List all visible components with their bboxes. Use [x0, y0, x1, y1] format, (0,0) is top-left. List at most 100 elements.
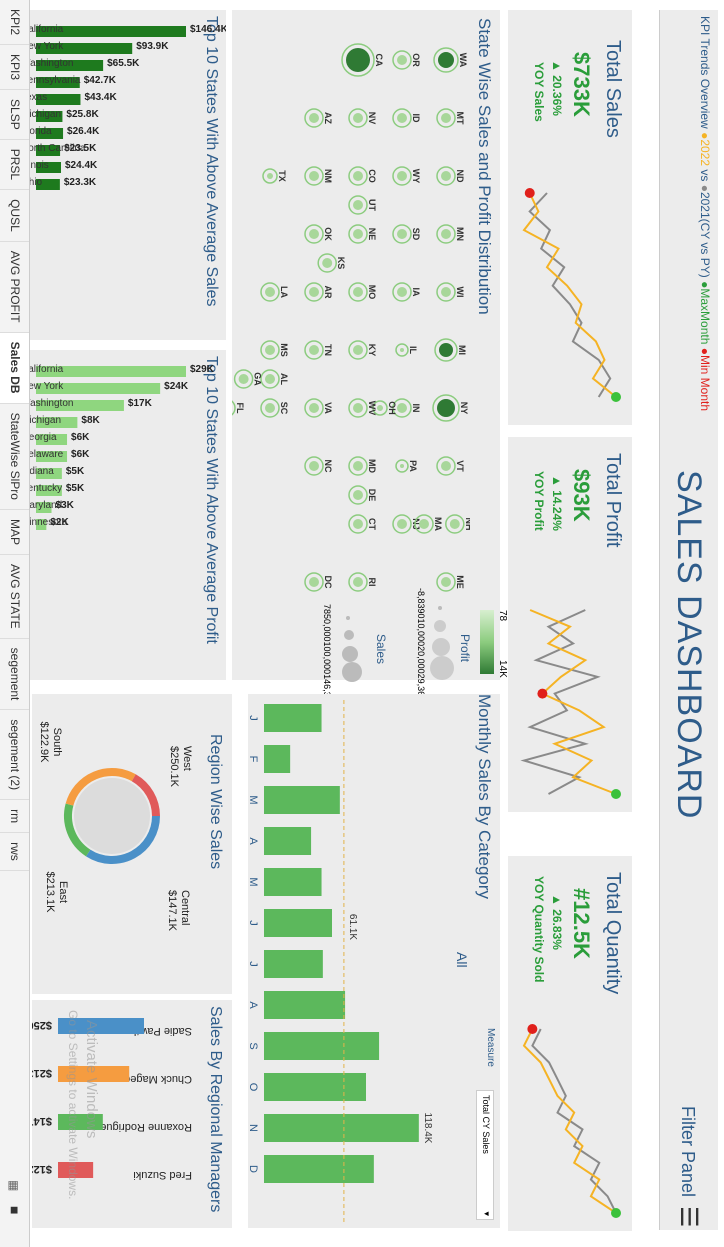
header-bar: KPI Trends Overview ●2022 vs ●2021(CY vs…	[659, 10, 718, 1230]
state-bubble	[441, 113, 451, 123]
state-label: MD	[367, 459, 377, 473]
grid-view-icon[interactable]: ▦	[7, 1180, 21, 1192]
sheet-tab[interactable]: StateWise SlPro	[0, 403, 29, 510]
state-label: CA	[374, 54, 384, 67]
sheet-tab[interactable]: KPI3	[0, 45, 29, 91]
state-label: ID	[411, 114, 421, 124]
state-bubble-ring	[395, 343, 409, 357]
sheet-tab[interactable]: rws	[0, 833, 29, 871]
state-label: FL	[235, 403, 245, 414]
state-label: CO	[367, 169, 377, 183]
month-tick-label: D	[248, 1165, 259, 1173]
state-bar-value: $24K	[164, 381, 189, 392]
state-label: CT	[367, 518, 377, 530]
state-bar	[36, 468, 62, 479]
kpi-value: $733K	[569, 52, 594, 117]
state-bubble-ring	[392, 282, 412, 302]
month-bar	[263, 745, 291, 773]
state-label: IA	[411, 288, 421, 298]
state-bubble	[397, 55, 407, 65]
month-tick-label: J	[248, 961, 259, 967]
sheet-tab[interactable]: AVG STATE	[0, 554, 29, 639]
sheet-tab[interactable]: SLSP	[0, 90, 29, 140]
sales-tick: 50,000	[322, 614, 332, 642]
sales-tick: 100,000	[322, 641, 332, 675]
state-bubble	[441, 577, 451, 587]
state-bubble-ring	[348, 108, 368, 128]
month-bar	[264, 1073, 366, 1101]
menu-icon[interactable]: ☰	[675, 1206, 702, 1228]
py-trend-line	[531, 1028, 617, 1214]
cy-trend-line	[522, 1028, 617, 1214]
state-label: MA	[433, 517, 443, 531]
state-bar-value: $42.7K	[84, 75, 117, 86]
month-bar	[264, 950, 323, 978]
state-name-label: New York	[21, 41, 64, 52]
state-name-label: Florida	[21, 126, 52, 137]
sheet-tab[interactable]: AVG PROFIT	[0, 241, 29, 333]
page-title: SALES DASHBOARD	[670, 470, 708, 820]
state-bar	[35, 145, 61, 156]
month-tick-label: J	[248, 920, 259, 926]
state-bubble	[397, 113, 407, 123]
py-trend-line	[528, 192, 612, 398]
state-bar-value: $23.5K	[64, 143, 97, 154]
min-month-marker	[527, 1024, 538, 1034]
year-py: 2021(CY vs PY)	[698, 191, 712, 278]
month-tick-label: A	[248, 837, 259, 845]
state-label: TX	[277, 170, 287, 182]
sheet-tab[interactable]: QUSL	[0, 190, 29, 242]
managers-bar-chart: Sadie Pawthorne$250.1KChuck Magee$213.1K…	[32, 1018, 192, 1181]
top-profit-bars: $29K California $24K New York $17K Washington…	[21, 364, 215, 530]
sheet-tab[interactable]: segement	[0, 638, 29, 711]
tile-view-icon[interactable]: ■	[7, 1206, 23, 1215]
sheet-tab[interactable]: KPI2	[0, 0, 29, 46]
state-bar-value: $26.4K	[67, 126, 100, 137]
state-bubble-ring	[348, 398, 368, 418]
state-bar	[36, 60, 104, 71]
region-donut-chart: West$250.1K Central$147.1K East$213.1K Sout…	[38, 722, 193, 932]
profit-max: 14K	[497, 660, 508, 678]
state-label: GA	[253, 372, 263, 386]
state-bubble-ring	[392, 224, 412, 244]
state-label: PA	[408, 460, 418, 472]
state-bubble	[309, 171, 319, 181]
state-bubble-ring	[260, 398, 280, 418]
sheet-tab[interactable]: rm	[0, 800, 29, 834]
sheet-tabs: KPI2 KPI3 SLSP PRSL QUSL AVG PROFIT Sales DB St…	[0, 0, 29, 871]
trend-subtitle: KPI Trends Overview ●2022 vs ●2021(CY vs…	[698, 16, 712, 412]
region-value-label: $122.9K	[38, 722, 50, 764]
state-label: WV	[367, 401, 377, 416]
filter-panel-label[interactable]: Filter Panel	[678, 1106, 698, 1198]
month-bar	[264, 1032, 380, 1060]
min-month-marker	[524, 188, 535, 198]
vs-text: vs	[698, 169, 712, 182]
state-label: DE	[367, 489, 377, 502]
state-label: VT	[455, 460, 465, 472]
state-label: SC	[279, 402, 289, 415]
state-bubble	[437, 399, 455, 417]
state-label: KY	[367, 344, 377, 357]
state-bubble	[441, 229, 451, 239]
state-label: MO	[367, 285, 377, 300]
state-label: MI	[457, 345, 467, 355]
sheet-tab[interactable]: PRSL	[0, 139, 29, 191]
region-slice	[65, 768, 136, 806]
state-bubble-ring	[392, 398, 412, 418]
month-bar	[264, 1114, 419, 1142]
state-label: AR	[323, 286, 333, 299]
sales-sparkline	[522, 188, 621, 402]
sheet-tab[interactable]: segement (2)	[0, 710, 29, 801]
state-bubble	[353, 577, 363, 587]
state-bubble	[309, 403, 319, 413]
region-name-label: West	[181, 746, 193, 771]
month-bar	[264, 868, 322, 896]
state-bubble-ring	[341, 43, 375, 77]
state-bubble-ring	[434, 338, 458, 362]
month-tick-label: M	[248, 795, 259, 804]
top-sales-bars: $146.4K California $93.9K New York $65.5K Was…	[21, 24, 226, 190]
state-bubble	[400, 464, 404, 468]
sheet-tab[interactable]: MAP	[0, 509, 29, 555]
sheet-tab[interactable]: Sales DB	[0, 332, 29, 404]
